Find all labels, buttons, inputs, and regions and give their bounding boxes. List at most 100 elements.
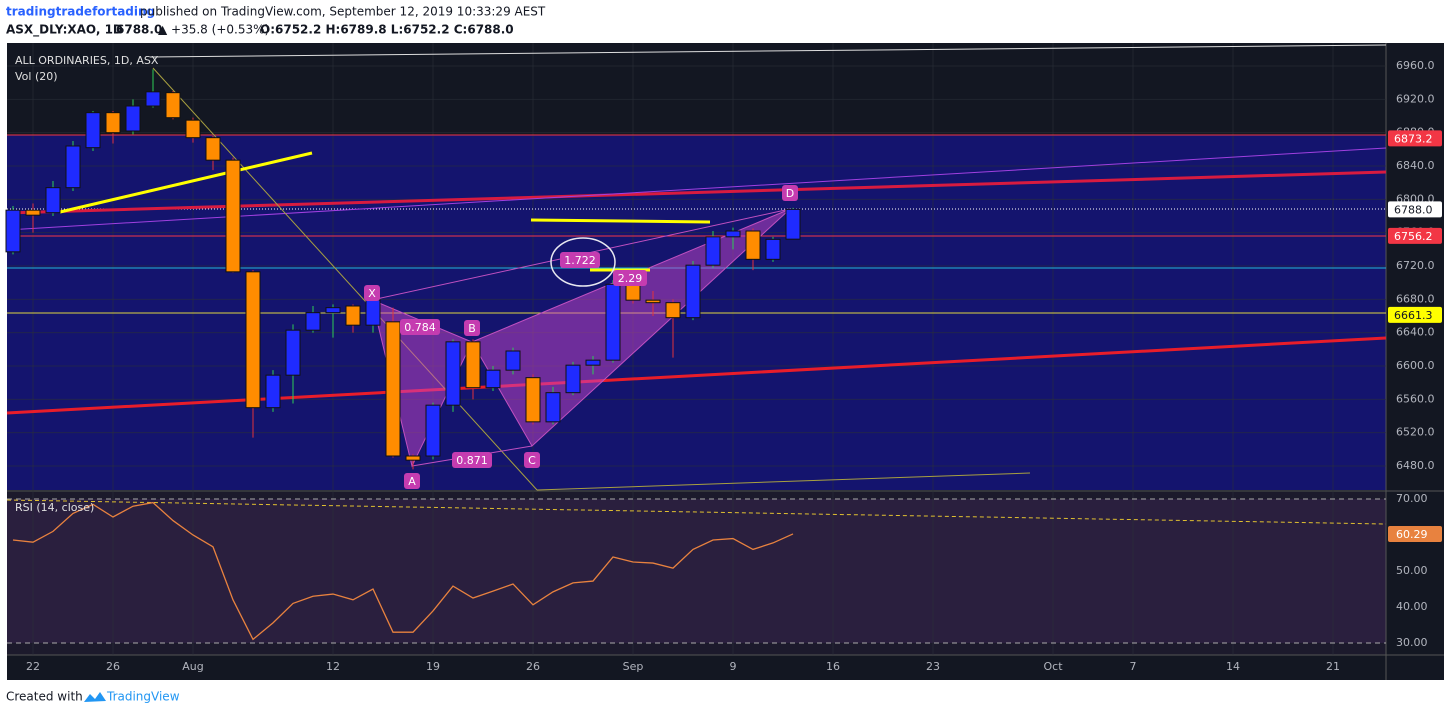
- labels: 6480.0 6520.0 6560.0 6600.0 6640.0 6680.0 6720…: [26, 59, 1442, 673]
- candle-body: [525, 377, 541, 423]
- x-tick-label: 19: [426, 660, 440, 673]
- change: ▲ +35.8 (+0.53%): [158, 23, 269, 37]
- y-tick-label: 6600.0: [1396, 359, 1435, 372]
- pattern-label: B: [468, 322, 476, 335]
- y-tick-label: 6680.0: [1396, 292, 1435, 305]
- candles: [5, 69, 801, 641]
- trend-line: [6, 336, 1387, 415]
- pattern-label-bg: [782, 185, 798, 201]
- last-price: 6788.0: [116, 23, 162, 37]
- candle-body: [585, 359, 601, 366]
- pattern-label-bg: [364, 285, 380, 301]
- candle-body: [185, 119, 201, 139]
- y-tick-label: 6840.0: [1396, 159, 1435, 172]
- grid: [7, 43, 1386, 655]
- trend-line: [149, 44, 1387, 58]
- value-marker-label: 60.29: [1396, 528, 1428, 541]
- candle-body: [325, 307, 341, 314]
- value-marker: [1388, 525, 1442, 542]
- price-marker-label: 6756.2: [1394, 230, 1433, 243]
- trend-line: [536, 472, 1031, 491]
- candle-body: [465, 341, 481, 389]
- y-tick-label: 50.00: [1396, 564, 1428, 577]
- candle-body: [645, 299, 661, 304]
- candle-body: [625, 283, 641, 301]
- chart-title: ALL ORDINARIES, 1D, ASX: [15, 54, 159, 67]
- candle-body: [85, 112, 101, 149]
- ohlc: O:6752.2 H:6789.8 L:6752.2 C:6788.0: [260, 23, 514, 37]
- candle-body: [505, 350, 521, 371]
- y-tick-label: 6640.0: [1396, 326, 1435, 339]
- pattern-label: 0.784: [404, 321, 436, 334]
- trend-line: [59, 151, 313, 214]
- price-marker-label: 6873.2: [1394, 132, 1433, 145]
- published: published on TradingView.com, September …: [140, 5, 546, 19]
- candle-body: [665, 302, 681, 319]
- candle-body: [685, 264, 701, 319]
- candle-body: [265, 374, 281, 409]
- pattern-label-bg: [464, 320, 480, 336]
- candle-body: [225, 159, 241, 273]
- x-tick-label: 9: [730, 660, 737, 673]
- pattern-label: 2.29: [618, 272, 643, 285]
- x-tick-label: 16: [826, 660, 840, 673]
- brand: TradingView: [106, 690, 180, 704]
- candle-body: [565, 364, 581, 394]
- candle-body: [125, 105, 141, 132]
- x-tick-label: Oct: [1043, 660, 1063, 673]
- pattern-label: D: [786, 187, 794, 200]
- rsi-title: RSI (14, close): [15, 501, 94, 514]
- y-tick-label: 6720.0: [1396, 259, 1435, 272]
- pattern-label-bg: [560, 252, 600, 268]
- pattern-label: C: [528, 454, 536, 467]
- x-tick-label: 21: [1326, 660, 1340, 673]
- y-tick-label: 70.00: [1396, 492, 1428, 505]
- publisher: tradingtradefortading: [6, 5, 155, 19]
- x-tick-label: 14: [1226, 660, 1240, 673]
- pattern-label-bg: [524, 452, 540, 468]
- candle-body: [445, 341, 461, 406]
- y-tick-label: 40.00: [1396, 600, 1428, 613]
- circle: [550, 237, 616, 287]
- x-tick-label: 12: [326, 660, 340, 673]
- pattern-label: X: [368, 287, 376, 300]
- candle-body: [305, 312, 321, 331]
- x-tick-label: Sep: [623, 660, 644, 673]
- candle-body: [165, 92, 181, 119]
- candle-body: [485, 369, 501, 389]
- candle-body: [345, 305, 361, 326]
- candle-body: [25, 209, 41, 216]
- price-marker: [1388, 306, 1442, 323]
- candle-body: [105, 112, 121, 134]
- x-tick-label: 26: [106, 660, 120, 673]
- pattern-label-bg: [400, 319, 440, 335]
- x-tick-label: 26: [526, 660, 540, 673]
- candle-body: [545, 392, 561, 423]
- pattern-label: 0.871: [456, 454, 488, 467]
- y-tick-label: 6520.0: [1396, 426, 1435, 439]
- pattern-label: A: [408, 475, 416, 488]
- candle-body: [145, 91, 161, 107]
- x-tick-label: 22: [26, 660, 40, 673]
- x-tick-label: Aug: [182, 660, 203, 673]
- y-tick-label: 6480.0: [1396, 459, 1435, 472]
- trend-line: [530, 218, 711, 224]
- candle-body: [365, 299, 381, 326]
- candle-body: [725, 230, 741, 238]
- price-marker-label: 6788.0: [1394, 203, 1433, 216]
- y-tick-label: 6920.0: [1396, 92, 1435, 105]
- price-marker: [1388, 201, 1442, 218]
- y-tick-label: 30.00: [1396, 636, 1428, 649]
- y-tick-label: 6960.0: [1396, 59, 1435, 72]
- candle-body: [785, 208, 801, 240]
- candle-body: [705, 236, 721, 266]
- price-marker: [1388, 130, 1442, 147]
- rsi-trend-line: [6, 499, 1387, 525]
- candle-body: [285, 329, 301, 376]
- y-tick-label: 6560.0: [1396, 392, 1435, 405]
- rsi-band: [7, 499, 1386, 643]
- symbol: ASX_DLY:XAO, 1D: [6, 23, 123, 38]
- candle-body: [45, 187, 61, 214]
